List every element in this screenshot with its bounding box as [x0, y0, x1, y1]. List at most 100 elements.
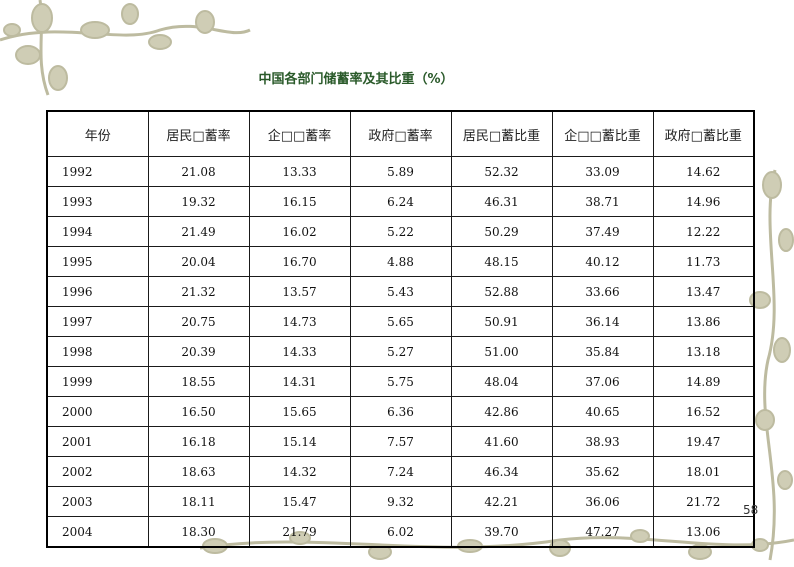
header-household-rate: 居民□蓄率 — [147, 110, 250, 157]
header-enterprise-rate: 企□□蓄率 — [248, 110, 351, 157]
cell-enterprise-share: 35.84 — [551, 336, 654, 367]
cell-government-rate: 5.89 — [349, 156, 452, 187]
table-row: 1992 21.08 13.33 5.89 52.32 33.09 14.62 — [46, 156, 755, 187]
cell-year: 2004 — [46, 516, 149, 548]
cell-enterprise-share: 40.65 — [551, 396, 654, 427]
cell-government-share: 19.47 — [652, 426, 755, 457]
cell-enterprise-share: 36.06 — [551, 486, 654, 517]
cell-government-share: 12.22 — [652, 216, 755, 247]
cell-government-share: 13.06 — [652, 516, 755, 548]
cell-enterprise-rate: 15.14 — [248, 426, 351, 457]
cell-government-rate: 6.36 — [349, 396, 452, 427]
cell-household-rate: 21.32 — [147, 276, 250, 307]
cell-enterprise-share: 33.66 — [551, 276, 654, 307]
header-household-share: 居民□蓄比重 — [450, 110, 553, 157]
cell-year: 1994 — [46, 216, 149, 247]
cell-enterprise-rate: 16.70 — [248, 246, 351, 277]
cell-year: 1998 — [46, 336, 149, 367]
cell-government-share: 11.73 — [652, 246, 755, 277]
cell-household-share: 50.91 — [450, 306, 553, 337]
cell-government-share: 18.01 — [652, 456, 755, 487]
cell-enterprise-rate: 16.02 — [248, 216, 351, 247]
cell-government-share: 21.72 — [652, 486, 755, 517]
page-number: 58 — [743, 503, 759, 517]
cell-household-rate: 18.30 — [147, 516, 250, 548]
cell-enterprise-rate: 15.47 — [248, 486, 351, 517]
cell-enterprise-share: 36.14 — [551, 306, 654, 337]
table-row: 2001 16.18 15.14 7.57 41.60 38.93 19.47 — [46, 426, 755, 457]
cell-household-share: 46.31 — [450, 186, 553, 217]
table-row: 1994 21.49 16.02 5.22 50.29 37.49 12.22 — [46, 216, 755, 247]
cell-enterprise-share: 37.06 — [551, 366, 654, 397]
header-year: 年份 — [46, 110, 149, 157]
cell-household-rate: 21.08 — [147, 156, 250, 187]
table-row: 1998 20.39 14.33 5.27 51.00 35.84 13.18 — [46, 336, 755, 367]
cell-government-rate: 5.75 — [349, 366, 452, 397]
cell-year: 2002 — [46, 456, 149, 487]
cell-household-rate: 18.11 — [147, 486, 250, 517]
cell-household-share: 48.15 — [450, 246, 553, 277]
cell-year: 2003 — [46, 486, 149, 517]
table-header-row: 年份 居民□蓄率 企□□蓄率 政府□蓄率 居民□蓄比重 企□□蓄比重 政府□蓄比… — [46, 110, 755, 157]
cell-enterprise-rate: 16.15 — [248, 186, 351, 217]
cell-government-share: 14.62 — [652, 156, 755, 187]
header-government-rate: 政府□蓄率 — [349, 110, 452, 157]
table-row: 1996 21.32 13.57 5.43 52.88 33.66 13.47 — [46, 276, 755, 307]
cell-government-rate: 6.02 — [349, 516, 452, 548]
cell-year: 1996 — [46, 276, 149, 307]
cell-household-rate: 21.49 — [147, 216, 250, 247]
table-row: 1993 19.32 16.15 6.24 46.31 38.71 14.96 — [46, 186, 755, 217]
table-row: 2004 18.30 21.79 6.02 39.70 47.27 13.06 — [46, 516, 755, 548]
cell-year: 1993 — [46, 186, 149, 217]
header-enterprise-share: 企□□蓄比重 — [551, 110, 654, 157]
cell-household-share: 52.32 — [450, 156, 553, 187]
cell-household-rate: 16.50 — [147, 396, 250, 427]
cell-household-share: 42.21 — [450, 486, 553, 517]
table-row: 2003 18.11 15.47 9.32 42.21 36.06 21.72 — [46, 486, 755, 517]
cell-household-share: 39.70 — [450, 516, 553, 548]
cell-government-rate: 5.27 — [349, 336, 452, 367]
cell-enterprise-share: 38.71 — [551, 186, 654, 217]
cell-enterprise-rate: 21.79 — [248, 516, 351, 548]
cell-enterprise-share: 40.12 — [551, 246, 654, 277]
cell-household-rate: 18.55 — [147, 366, 250, 397]
table-row: 2002 18.63 14.32 7.24 46.34 35.62 18.01 — [46, 456, 755, 487]
cell-government-rate: 7.24 — [349, 456, 452, 487]
header-government-share: 政府□蓄比重 — [652, 110, 755, 157]
cell-household-share: 51.00 — [450, 336, 553, 367]
cell-government-share: 16.52 — [652, 396, 755, 427]
cell-household-share: 52.88 — [450, 276, 553, 307]
cell-household-share: 42.86 — [450, 396, 553, 427]
cell-household-rate: 16.18 — [147, 426, 250, 457]
cell-enterprise-rate: 14.73 — [248, 306, 351, 337]
cell-household-rate: 20.04 — [147, 246, 250, 277]
cell-year: 1999 — [46, 366, 149, 397]
cell-year: 1992 — [46, 156, 149, 187]
cell-government-rate: 5.43 — [349, 276, 452, 307]
cell-year: 2001 — [46, 426, 149, 457]
cell-enterprise-share: 47.27 — [551, 516, 654, 548]
cell-enterprise-rate: 13.33 — [248, 156, 351, 187]
cell-household-share: 46.34 — [450, 456, 553, 487]
cell-government-rate: 5.65 — [349, 306, 452, 337]
cell-government-share: 13.86 — [652, 306, 755, 337]
cell-enterprise-share: 38.93 — [551, 426, 654, 457]
cell-household-share: 50.29 — [450, 216, 553, 247]
cell-enterprise-share: 35.62 — [551, 456, 654, 487]
savings-rate-table: 年份 居民□蓄率 企□□蓄率 政府□蓄率 居民□蓄比重 企□□蓄比重 政府□蓄比… — [46, 110, 755, 548]
cell-enterprise-share: 37.49 — [551, 216, 654, 247]
table-row: 2000 16.50 15.65 6.36 42.86 40.65 16.52 — [46, 396, 755, 427]
table-row: 1995 20.04 16.70 4.88 48.15 40.12 11.73 — [46, 246, 755, 277]
cell-household-rate: 19.32 — [147, 186, 250, 217]
cell-household-share: 41.60 — [450, 426, 553, 457]
table-row: 1999 18.55 14.31 5.75 48.04 37.06 14.89 — [46, 366, 755, 397]
cell-year: 1997 — [46, 306, 149, 337]
cell-government-rate: 6.24 — [349, 186, 452, 217]
cell-household-rate: 20.39 — [147, 336, 250, 367]
cell-household-share: 48.04 — [450, 366, 553, 397]
cell-household-rate: 18.63 — [147, 456, 250, 487]
cell-government-rate: 4.88 — [349, 246, 452, 277]
cell-enterprise-rate: 14.32 — [248, 456, 351, 487]
cell-enterprise-rate: 13.57 — [248, 276, 351, 307]
cell-enterprise-rate: 15.65 — [248, 396, 351, 427]
